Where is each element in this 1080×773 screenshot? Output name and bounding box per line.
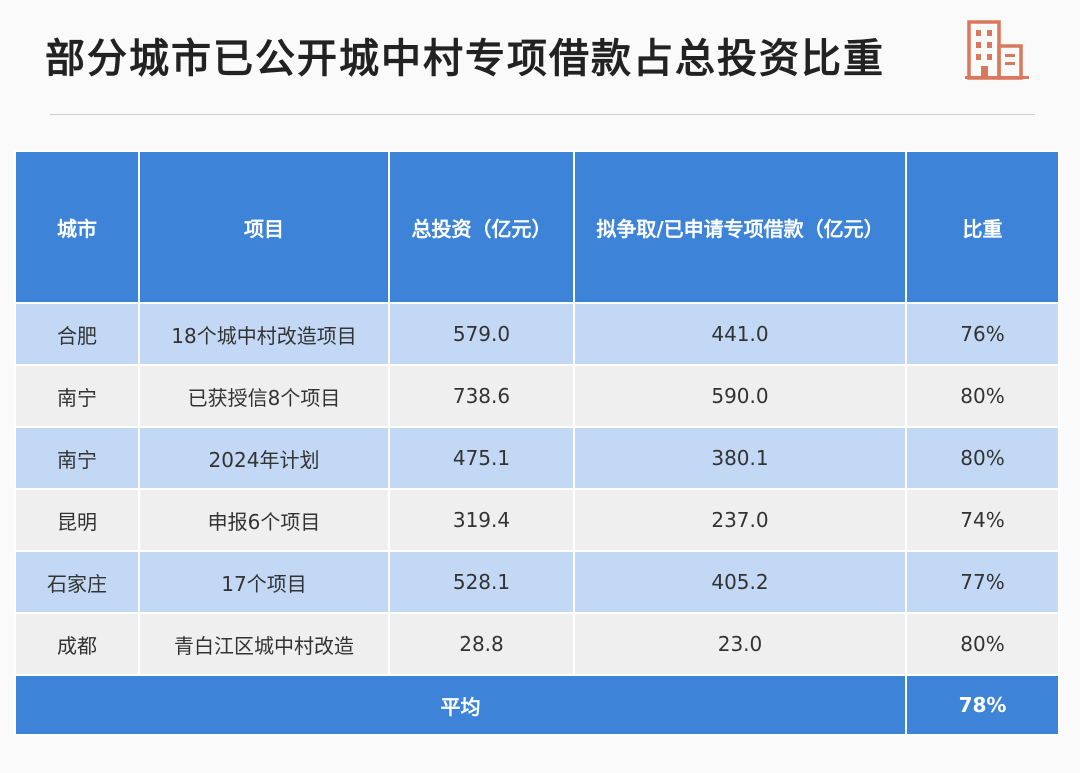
cell-share: 80%: [905, 612, 1060, 676]
cell-city: 南宁: [14, 426, 140, 490]
cell-special-loan: 237.0: [573, 488, 907, 552]
column-header: 城市: [14, 150, 140, 304]
cell-total-investment: 319.4: [388, 488, 575, 552]
table-row: 石家庄 17个项目 528.1 405.2 77%: [14, 550, 1060, 614]
cell-city: 石家庄: [14, 550, 140, 614]
table-row: 合肥 18个城中村改造项目 579.0 441.0 76%: [14, 302, 1060, 366]
cell-city: 合肥: [14, 302, 140, 366]
cell-special-loan: 23.0: [573, 612, 907, 676]
cell-special-loan: 441.0: [573, 302, 907, 366]
cell-project: 18个城中村改造项目: [138, 302, 390, 366]
cell-total-investment: 475.1: [388, 426, 575, 490]
cell-special-loan: 380.1: [573, 426, 907, 490]
column-header: 项目: [138, 150, 390, 304]
cell-project: 2024年计划: [138, 426, 390, 490]
cell-special-loan: 590.0: [573, 364, 907, 428]
cell-share: 77%: [905, 550, 1060, 614]
column-header: 比重: [905, 150, 1060, 304]
table-row: 南宁 已获授信8个项目 738.6 590.0 80%: [14, 364, 1060, 428]
cell-share: 76%: [905, 302, 1060, 366]
page-title: 部分城市已公开城中村专项借款占总投资比重: [45, 36, 885, 82]
cell-special-loan: 405.2: [573, 550, 907, 614]
column-header: 总投资（亿元）: [388, 150, 575, 304]
average-label: 平均: [14, 674, 907, 736]
cell-city: 南宁: [14, 364, 140, 428]
table-row: 成都 青白江区城中村改造 28.8 23.0 80%: [14, 612, 1060, 676]
divider: [50, 114, 1035, 115]
cell-share: 80%: [905, 426, 1060, 490]
data-table: 城市 项目 总投资（亿元） 拟争取/已申请专项借款（亿元） 比重 合肥 18个城…: [14, 150, 1060, 736]
cell-project: 17个项目: [138, 550, 390, 614]
building-icon: [965, 20, 1029, 80]
average-value: 78%: [905, 674, 1060, 736]
cell-project: 已获授信8个项目: [138, 364, 390, 428]
average-row: 平均 78%: [14, 674, 1060, 736]
cell-total-investment: 28.8: [388, 612, 575, 676]
cell-total-investment: 738.6: [388, 364, 575, 428]
table-row: 南宁 2024年计划 475.1 380.1 80%: [14, 426, 1060, 490]
cell-city: 成都: [14, 612, 140, 676]
cell-share: 74%: [905, 488, 1060, 552]
table-header-row: 城市 项目 总投资（亿元） 拟争取/已申请专项借款（亿元） 比重: [14, 150, 1060, 304]
cell-total-investment: 579.0: [388, 302, 575, 366]
cell-project: 申报6个项目: [138, 488, 390, 552]
column-header: 拟争取/已申请专项借款（亿元）: [573, 150, 907, 304]
cell-share: 80%: [905, 364, 1060, 428]
cell-project: 青白江区城中村改造: [138, 612, 390, 676]
cell-total-investment: 528.1: [388, 550, 575, 614]
cell-city: 昆明: [14, 488, 140, 552]
table-row: 昆明 申报6个项目 319.4 237.0 74%: [14, 488, 1060, 552]
